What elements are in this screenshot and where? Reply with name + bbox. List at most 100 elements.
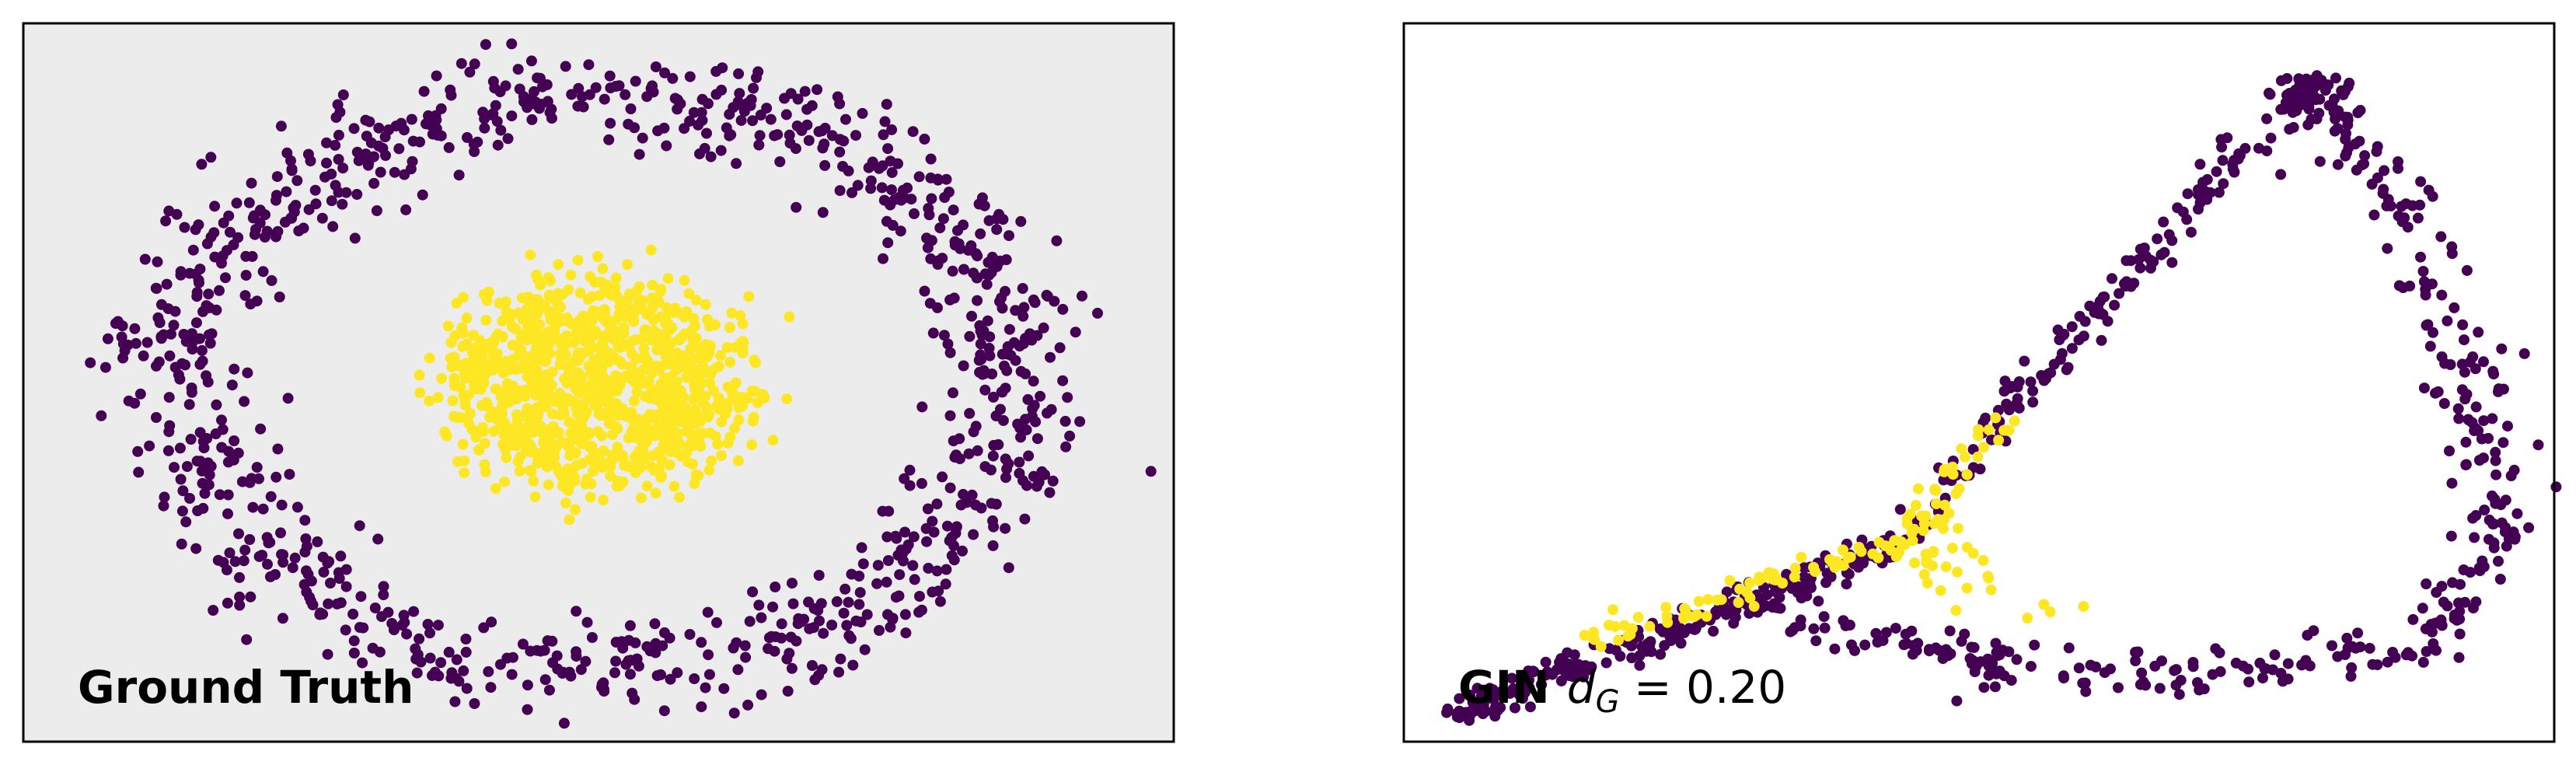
class-0-point — [204, 469, 215, 480]
class-1-point — [748, 411, 759, 423]
gin-plot-frame — [1402, 22, 2556, 743]
class-0-point — [883, 505, 895, 517]
class-1-point — [1748, 600, 1760, 612]
class-0-point — [1968, 641, 1980, 653]
class-1-point — [578, 435, 589, 446]
class-0-point — [518, 96, 529, 107]
class-0-point — [2461, 264, 2473, 276]
class-0-point — [605, 117, 616, 129]
class-0-point — [944, 347, 956, 358]
class-0-point — [287, 562, 298, 574]
class-0-point — [1008, 337, 1020, 348]
class-1-point — [564, 436, 576, 448]
class-0-point — [469, 58, 480, 70]
class-0-point — [1510, 702, 1520, 714]
class-1-point — [515, 385, 526, 396]
class-0-point — [1092, 307, 1103, 319]
class-0-point — [834, 146, 846, 158]
class-0-point — [194, 333, 205, 344]
class-0-point — [641, 91, 653, 103]
class-0-point — [139, 253, 151, 265]
class-0-point — [885, 621, 896, 633]
class-0-point — [919, 133, 930, 145]
class-0-point — [1813, 596, 1824, 607]
class-0-point — [2490, 455, 2501, 466]
class-0-point — [2185, 226, 2197, 238]
class-0-point — [2469, 532, 2480, 543]
class-0-point — [349, 232, 361, 244]
class-0-point — [1028, 376, 1039, 387]
class-0-point — [266, 274, 277, 286]
class-1-point — [598, 494, 609, 506]
class-0-point — [1454, 693, 1465, 704]
class-1-point — [679, 414, 690, 424]
class-0-point — [2213, 187, 2225, 198]
class-0-point — [1516, 678, 1527, 690]
class-0-point — [228, 454, 239, 466]
class-0-point — [781, 653, 793, 665]
class-1-point — [1961, 582, 1973, 594]
class-0-point — [2319, 85, 2331, 96]
class-0-point — [665, 673, 676, 685]
class-1-point — [644, 393, 656, 404]
class-0-point — [2502, 421, 2513, 432]
class-0-point — [1555, 662, 1566, 674]
class-0-point — [738, 106, 750, 117]
class-0-point — [542, 635, 553, 647]
class-0-point — [506, 110, 518, 122]
gin-metric-value: 0.20 — [1686, 661, 1786, 714]
class-0-point — [667, 72, 679, 84]
class-0-point — [251, 462, 263, 473]
class-0-point — [1029, 297, 1041, 309]
class-0-point — [187, 328, 197, 340]
class-0-point — [1799, 562, 1810, 574]
class-0-point — [2011, 397, 2023, 409]
class-1-point — [474, 363, 486, 375]
class-0-point — [779, 93, 791, 104]
class-0-point — [216, 414, 227, 426]
class-0-point — [2478, 356, 2489, 368]
class-0-point — [603, 134, 615, 145]
class-0-point — [1818, 611, 1830, 623]
class-0-point — [151, 360, 162, 372]
class-0-point — [2460, 459, 2472, 470]
class-0-point — [1010, 305, 1021, 316]
class-0-point — [1654, 624, 1666, 634]
class-0-point — [2326, 640, 2337, 651]
class-0-point — [144, 440, 155, 452]
class-0-point — [1989, 681, 2001, 693]
class-0-point — [1937, 653, 1949, 665]
class-0-point — [988, 391, 999, 403]
class-0-point — [1991, 647, 2002, 658]
class-1-point — [738, 337, 749, 348]
class-0-point — [281, 147, 293, 159]
class-1-point — [497, 438, 508, 450]
gin-label: GIN dG = 0.20 — [1458, 661, 1786, 720]
class-0-point — [2264, 89, 2276, 100]
class-1-point — [1688, 611, 1700, 623]
class-1-point — [1777, 578, 1788, 589]
class-1-point — [531, 269, 543, 281]
class-0-point — [372, 533, 384, 545]
class-0-point — [1004, 323, 1015, 335]
class-1-point — [700, 401, 711, 413]
class-0-point — [649, 618, 661, 630]
class-0-point — [2473, 562, 2485, 574]
class-0-point — [874, 624, 885, 636]
class-1-point — [499, 476, 510, 487]
class-0-point — [1625, 640, 1637, 651]
class-0-point — [1634, 659, 1646, 671]
class-1-point — [661, 379, 672, 391]
class-0-point — [216, 442, 228, 453]
class-1-point — [1909, 557, 1921, 569]
class-0-point — [242, 367, 253, 379]
class-0-point — [281, 186, 292, 197]
class-0-point — [819, 159, 831, 171]
class-0-point — [194, 277, 204, 288]
class-1-point — [571, 327, 582, 339]
class-1-point — [457, 438, 469, 450]
class-0-point — [265, 491, 277, 502]
class-0-point — [117, 320, 128, 332]
class-1-point — [596, 362, 608, 374]
class-0-point — [194, 427, 206, 438]
